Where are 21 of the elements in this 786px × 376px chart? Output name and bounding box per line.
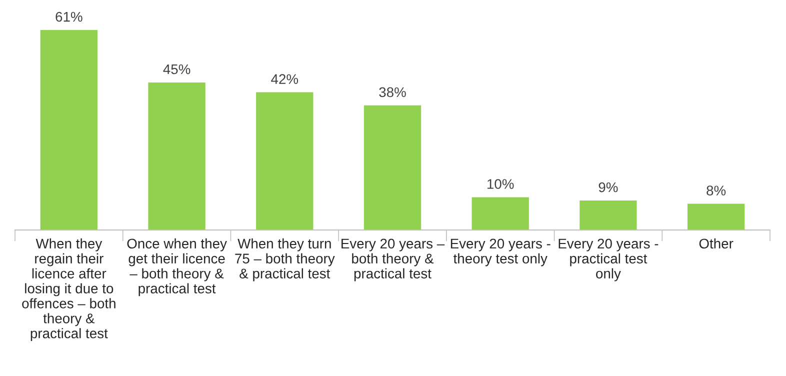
data-label: 9% — [598, 182, 618, 192]
x-tick-label: When they turn 75 – both theory & practical test — [235, 238, 335, 282]
x-tick-label: Once when they get their licence – both theory & practical test — [127, 238, 227, 296]
data-label: 10% — [488, 179, 514, 189]
bar — [364, 105, 422, 230]
bar — [687, 204, 745, 230]
data-label: 8% — [706, 186, 726, 196]
x-tick-label: Every 20 years – both theory & practical test — [342, 238, 445, 282]
data-label: 61% — [56, 12, 82, 22]
bar — [472, 197, 529, 230]
x-tick-label: Every 20 years - theory test only — [450, 238, 550, 266]
data-label: 45% — [163, 64, 190, 74]
data-label: 38% — [379, 87, 406, 98]
bar — [580, 200, 637, 230]
data-label: 42% — [271, 74, 298, 84]
x-tick-label: When they regain their licence after losing it due to offences – both theory & practical test — [22, 238, 116, 342]
x-tick-label: Other — [699, 238, 734, 249]
bar — [40, 30, 98, 230]
bar — [148, 82, 206, 230]
bar — [256, 92, 314, 230]
x-tick-label: Every 20 years - practical test only — [558, 238, 658, 282]
